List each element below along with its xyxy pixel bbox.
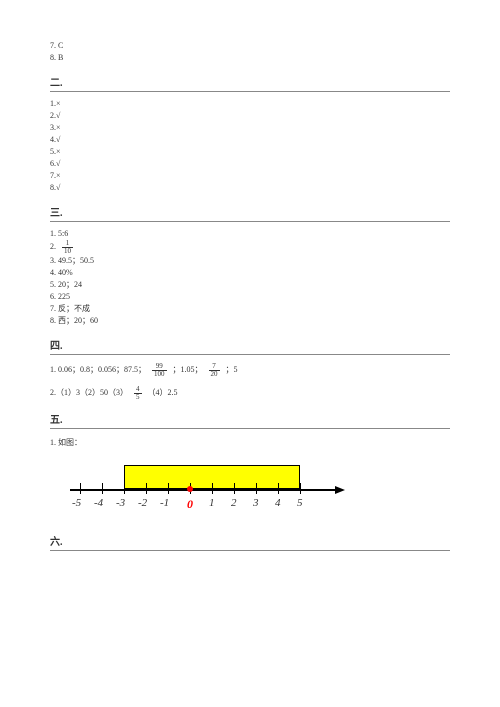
axis-tick — [300, 483, 301, 494]
section2-list: 1.× 2.√ 3.× 4.√ 5.× 6.√ 7.× 8.√ — [50, 98, 450, 194]
answer-item: 7.× — [50, 170, 450, 182]
axis-label: 0 — [187, 497, 193, 512]
section2-header: 二. — [50, 74, 450, 92]
answer-item: 4. 40% — [50, 267, 450, 279]
fraction: 99 100 — [152, 363, 167, 378]
axis-label: -1 — [160, 497, 169, 509]
answer-item: 8. B — [50, 52, 450, 64]
axis-label: 3 — [253, 497, 259, 509]
section3-list: 1. 5:6 2. 1 10 3. 49.5；50.5 4. 40% 5. 20… — [50, 228, 450, 327]
section5-header: 五. — [50, 411, 450, 429]
fraction: 7 20 — [209, 363, 220, 378]
answer-item: 6. 225 — [50, 291, 450, 303]
axis-label: -4 — [94, 497, 103, 509]
answer-item: 2. 1 10 — [50, 240, 450, 255]
answer-text: C — [58, 41, 63, 50]
axis-label: 4 — [275, 497, 281, 509]
origin-dot — [187, 486, 193, 492]
axis-tick — [278, 483, 279, 494]
axis-tick — [102, 483, 103, 494]
axis-tick — [256, 483, 257, 494]
answer-item: 7. C — [50, 40, 450, 52]
number-line-diagram: -5 -4 -3 -2 -1 0 1 2 3 4 5 — [60, 461, 370, 521]
answer-item: 8. 西；20；60 — [50, 315, 450, 327]
arrow-icon — [335, 486, 345, 494]
section3-header: 三. — [50, 204, 450, 222]
axis-label: 5 — [297, 497, 303, 509]
item2-prefix: 2. — [50, 240, 56, 254]
answer-num: 7. — [50, 41, 56, 50]
answer-item: 7. 反；不成 — [50, 303, 450, 315]
axis-label: -5 — [72, 497, 81, 509]
answer-item: 2.√ — [50, 110, 450, 122]
axis-label: -3 — [116, 497, 125, 509]
section1-tail: 7. C 8. B — [50, 40, 450, 64]
answer-item: 1. 如图： — [50, 437, 450, 449]
axis-tick — [234, 483, 235, 494]
axis-label: 1 — [209, 497, 215, 509]
answer-text: B — [58, 53, 63, 62]
axis-tick — [146, 483, 147, 494]
answer-item: 4.√ — [50, 134, 450, 146]
answer-item: 5. 20；24 — [50, 279, 450, 291]
axis-tick — [124, 483, 125, 494]
fraction: 1 10 — [62, 240, 73, 255]
answer-item: 3.× — [50, 122, 450, 134]
section4-list: 1. 0.06；0.8；0.056；87.5； 99 100 ；1.05； 7 … — [50, 363, 450, 401]
fraction: 4 5 — [134, 386, 142, 401]
answer-item: 1. 0.06；0.8；0.056；87.5； 99 100 ；1.05； 7 … — [50, 363, 450, 378]
answer-num: 8. — [50, 53, 56, 62]
section6-header: 六. — [50, 533, 450, 551]
axis-tick — [168, 483, 169, 494]
answer-item: 1. 5:6 — [50, 228, 450, 240]
section4-header: 四. — [50, 337, 450, 355]
answer-item: 8.√ — [50, 182, 450, 194]
axis-label: -2 — [138, 497, 147, 509]
axis-tick — [80, 483, 81, 494]
answer-item: 1.× — [50, 98, 450, 110]
answer-item: 6.√ — [50, 158, 450, 170]
answer-item: 2.（1）3（2）50（3） 4 5 （4）2.5 — [50, 386, 450, 401]
answer-item: 3. 49.5；50.5 — [50, 255, 450, 267]
axis-label: 2 — [231, 497, 237, 509]
answer-item: 5.× — [50, 146, 450, 158]
axis-tick — [212, 483, 213, 494]
